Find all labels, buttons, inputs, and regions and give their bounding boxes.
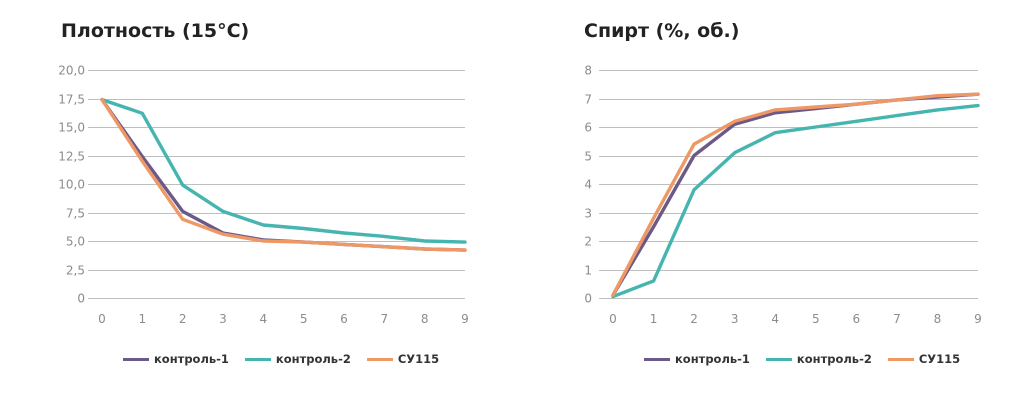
y-tick-label: 6 <box>584 121 592 135</box>
x-tick-label: 2 <box>179 312 187 326</box>
y-tick-label: 20,0 <box>58 64 85 78</box>
chart-legend: контроль-1 контроль-2 СУ115 <box>644 352 976 366</box>
series-line-2 <box>611 103 980 299</box>
x-tick-label: 0 <box>98 312 106 326</box>
legend-item-cy115: СУ115 <box>366 352 440 366</box>
legend-swatch-kontrol-1 <box>644 357 670 361</box>
x-tick-label: 1 <box>650 312 658 326</box>
y-tick-label: 4 <box>584 178 592 192</box>
legend-swatch-kontrol-2 <box>765 357 792 361</box>
x-tick-label: 2 <box>690 312 698 326</box>
x-tick-label: 7 <box>893 312 901 326</box>
y-tick-label: 0 <box>584 292 592 306</box>
y-tick-label: 7,5 <box>66 207 85 221</box>
x-tick-label: 4 <box>771 312 779 326</box>
legend-item-kontrol-2: контроль-2 <box>765 352 872 366</box>
x-tick-label: 5 <box>300 312 308 326</box>
legend-label: СУ115 <box>918 352 961 366</box>
legend-item-kontrol-1: контроль-1 <box>644 352 750 366</box>
y-tick-label: 17,5 <box>58 93 85 107</box>
x-tick-label: 9 <box>974 312 982 326</box>
legend-label: СУ115 <box>397 352 440 366</box>
y-tick-label: 0 <box>77 292 85 306</box>
chart-panel-alcohol: Спирт (%, об.) 0 1 2 3 4 5 6 7 8 0 1 2 3 4 5 6 7 8 9 контр… <box>512 0 1024 407</box>
legend-item-kontrol-2: контроль-2 <box>244 352 351 366</box>
y-tick-label: 3 <box>584 207 592 221</box>
legend-swatch-cy115 <box>366 357 393 361</box>
legend-label: контроль-2 <box>796 352 872 366</box>
x-tick-label: 8 <box>934 312 942 326</box>
y-tick-label: 5 <box>584 150 592 164</box>
x-tick-label: 3 <box>219 312 227 326</box>
alcohol-line-chart: 0 1 2 3 4 5 6 7 8 0 1 2 3 4 5 6 7 8 9 <box>584 64 982 327</box>
x-tick-label: 3 <box>731 312 739 326</box>
x-tick-label: 7 <box>381 312 389 326</box>
y-tick-label: 12,5 <box>58 150 85 164</box>
y-tick-label: 5,0 <box>66 235 85 249</box>
x-tick-label: 1 <box>139 312 147 326</box>
legend-swatch-kontrol-1 <box>123 357 149 361</box>
series-line-2 <box>100 97 467 244</box>
chart-legend: контроль-1 контроль-2 СУ115 <box>123 352 455 366</box>
y-tick-label: 10,0 <box>58 178 85 192</box>
y-tick-label: 1 <box>584 264 592 278</box>
x-tick-label: 0 <box>609 312 617 326</box>
x-tick-label: 6 <box>340 312 348 326</box>
x-tick-label: 6 <box>853 312 861 326</box>
y-tick-label: 2,5 <box>66 264 85 278</box>
x-tick-label: 8 <box>421 312 429 326</box>
chart-title: Плотность (15°C) <box>61 20 250 42</box>
series-line-3 <box>100 97 467 252</box>
series-line-3 <box>611 92 980 297</box>
chart-panel-density: Плотность (15°C) 0 2,5 5,0 7,5 10,0 12,5 15,0 1… <box>58 20 469 366</box>
legend-item-kontrol-1: контроль-1 <box>123 352 229 366</box>
y-tick-label: 15,0 <box>58 121 85 135</box>
legend-swatch-kontrol-2 <box>244 357 271 361</box>
x-tick-label: 9 <box>461 312 469 326</box>
y-tick-label: 2 <box>584 235 592 249</box>
chart-title: Спирт (%, об.) <box>584 20 740 42</box>
y-tick-label: 7 <box>584 93 592 107</box>
legend-label: контроль-1 <box>675 352 750 366</box>
legend-label: контроль-2 <box>275 352 351 366</box>
legend-item-cy115: СУ115 <box>887 352 961 366</box>
y-tick-label: 8 <box>584 64 592 78</box>
density-line-chart: 0 2,5 5,0 7,5 10,0 12,5 15,0 17,5 20,0 0 1 2 3 4 5 6 7 8 9 <box>58 64 469 327</box>
x-tick-label: 5 <box>812 312 820 326</box>
x-tick-label: 4 <box>260 312 268 326</box>
legend-swatch-cy115 <box>887 357 914 361</box>
legend-label: контроль-1 <box>154 352 229 366</box>
